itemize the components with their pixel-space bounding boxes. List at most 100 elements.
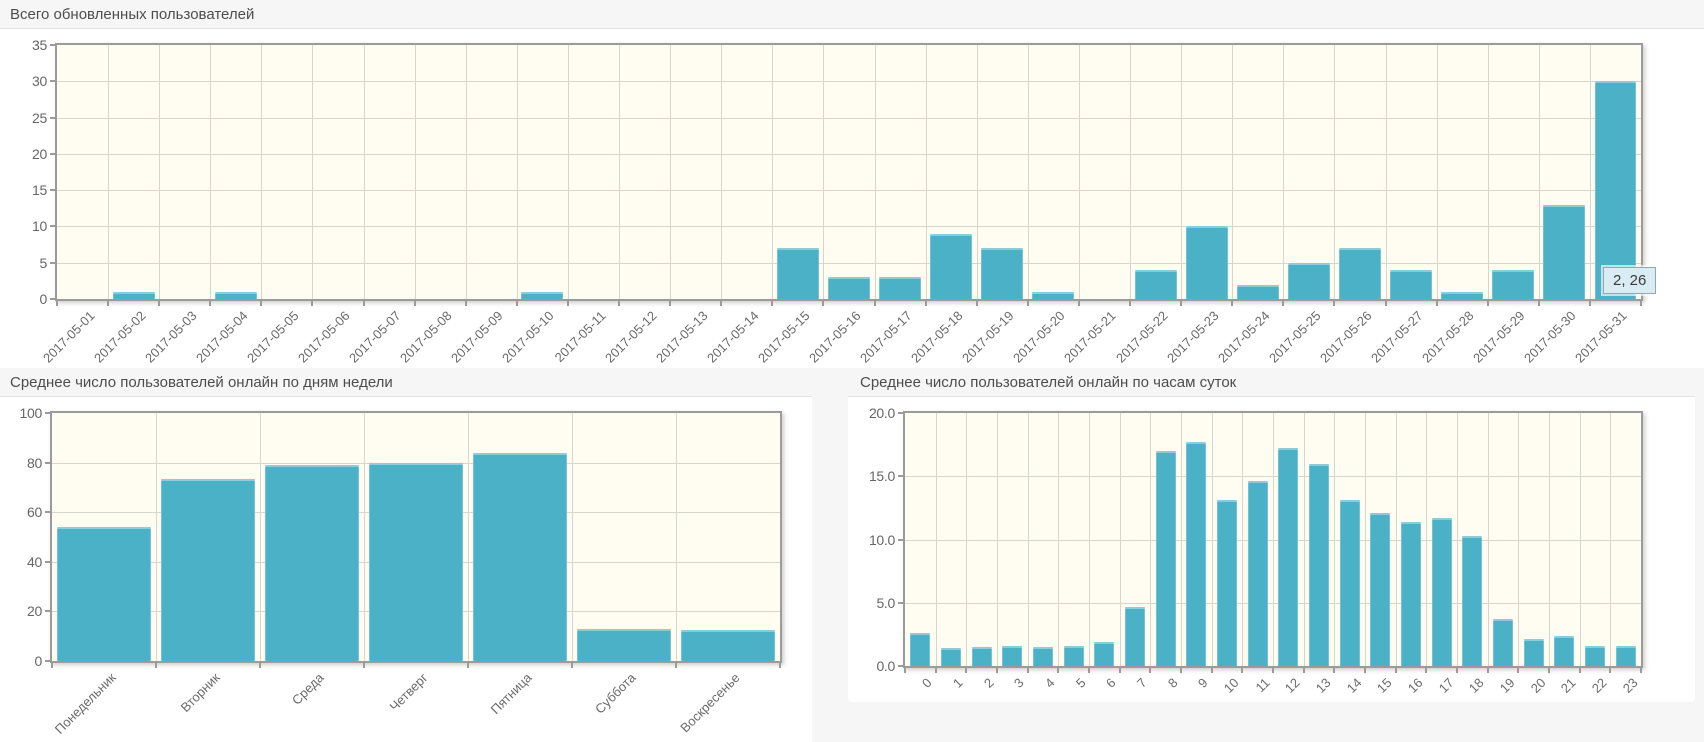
y-tick-label: 15.0 [868, 468, 895, 485]
x-tick-mark [260, 301, 263, 306]
bar-2017-05-20[interactable] [1032, 291, 1075, 299]
bar-2017-05-02[interactable] [112, 291, 155, 299]
bar-2017-05-24[interactable] [1236, 284, 1279, 299]
bar-Понедельник[interactable] [57, 527, 151, 661]
gridline-vertical [1538, 45, 1540, 299]
bar-10[interactable] [1216, 500, 1238, 666]
bar-2017-05-28[interactable] [1441, 291, 1484, 299]
bar-2017-05-04[interactable] [214, 291, 257, 299]
gridline-vertical [1058, 413, 1060, 666]
panel-header-online-by-hour: Среднее число пользователей онлайн по ча… [848, 368, 1695, 397]
bar-Четверг[interactable] [369, 462, 463, 661]
bar-2017-05-30[interactable] [1543, 204, 1586, 299]
bar-7[interactable] [1124, 606, 1146, 666]
x-tick-mark [924, 301, 927, 306]
bar-14[interactable] [1339, 500, 1360, 666]
bar-0[interactable] [910, 633, 931, 666]
bar-2[interactable] [971, 647, 992, 666]
y-tick-label: 30 [32, 73, 47, 90]
bar-12[interactable] [1278, 448, 1299, 666]
x-tick-mark [1486, 668, 1489, 673]
bar-17[interactable] [1431, 518, 1452, 666]
bar-11[interactable] [1247, 481, 1268, 666]
bar-2017-05-10[interactable] [521, 291, 564, 299]
gridline-vertical [1549, 413, 1550, 666]
y-tick-label: 5.0 [876, 594, 895, 611]
bar-Среда[interactable] [265, 465, 359, 661]
bar-21[interactable] [1554, 635, 1575, 666]
bar-2017-05-15[interactable] [776, 248, 819, 299]
y-tick-mark [50, 225, 55, 228]
panel-title: Всего обновленных пользователей [10, 5, 255, 23]
bar-4[interactable] [1032, 647, 1054, 666]
y-tick-label: 20.0 [868, 405, 895, 421]
x-tick-mark [873, 301, 876, 306]
x-tick-mark [904, 668, 906, 673]
bar-2017-05-16[interactable] [828, 277, 870, 299]
bar-Воскресенье[interactable] [681, 630, 775, 661]
bar-5[interactable] [1063, 645, 1084, 666]
bar-2017-05-27[interactable] [1390, 269, 1432, 299]
bar-8[interactable] [1155, 450, 1176, 666]
gridline-vertical [1150, 413, 1152, 666]
bar-1[interactable] [940, 648, 962, 666]
total-updated-users-chart: 0 5 10 15 20 25 30 35 2017-05-01 2017-05-02 2017-0… [0, 0, 1704, 368]
gridline-vertical [772, 45, 774, 299]
gridline-vertical [1283, 45, 1285, 299]
y-tick-label: 100 [19, 405, 43, 421]
bar-19[interactable] [1492, 619, 1514, 666]
y-tick-mark [50, 189, 55, 192]
bar-18[interactable] [1462, 535, 1483, 666]
x-tick-mark [56, 301, 58, 306]
y-tick-mark [898, 665, 903, 667]
y-tick-label: 5 [39, 254, 48, 271]
x-tick-mark [1537, 301, 1540, 306]
bar-2017-05-31[interactable] [1594, 81, 1637, 299]
bar-23[interactable] [1615, 645, 1636, 666]
x-tick-mark [975, 301, 978, 306]
bar-2017-05-23[interactable] [1185, 226, 1228, 299]
bar-2017-05-17[interactable] [879, 277, 922, 299]
gridline-vertical [1303, 413, 1305, 666]
x-tick-mark [311, 301, 314, 306]
panel-header-online-by-weekday: Среднее число пользователей онлайн по дн… [0, 368, 812, 397]
gridline-vertical [572, 413, 573, 661]
y-tick-mark [898, 538, 903, 541]
bar-2017-05-18[interactable] [930, 233, 973, 299]
bar-2017-05-26[interactable] [1339, 248, 1381, 299]
x-tick-mark [1333, 668, 1336, 673]
y-tick-mark [50, 261, 55, 264]
online-by-hour-chart: 0.0 5.0 10.0 15.0 20.0 0 1 2 3 4 5 6 7 8 9 10 11 12 13 14 15… [848, 368, 1695, 702]
bar-Суббота[interactable] [577, 628, 671, 661]
bar-13[interactable] [1308, 463, 1330, 666]
bar-2017-05-25[interactable] [1287, 262, 1330, 299]
gridline-horizontal [57, 190, 1641, 192]
x-tick-mark [1517, 668, 1520, 673]
bar-22[interactable] [1584, 645, 1606, 666]
x-tick-mark [1231, 301, 1234, 306]
bar-2017-05-22[interactable] [1134, 269, 1177, 299]
x-tick-mark [1548, 668, 1550, 673]
x-tick-mark [1302, 668, 1305, 673]
gridline-vertical [925, 45, 927, 299]
bar-2017-05-29[interactable] [1492, 269, 1535, 299]
gridline-horizontal [57, 81, 1641, 83]
x-tick-mark [51, 663, 53, 668]
bar-Пятница[interactable] [473, 452, 567, 661]
bar-16[interactable] [1400, 521, 1422, 666]
y-tick-mark [50, 116, 55, 119]
bar-6[interactable] [1094, 641, 1115, 666]
bar-15[interactable] [1370, 512, 1391, 666]
bar-Вторник[interactable] [161, 478, 255, 661]
x-tick-mark [822, 301, 825, 306]
x-tick-mark [209, 301, 212, 306]
y-tick-mark [898, 601, 903, 604]
y-tick-mark [45, 560, 50, 563]
bar-2017-05-19[interactable] [981, 248, 1024, 299]
bar-3[interactable] [1002, 645, 1023, 666]
x-tick-mark [1272, 668, 1274, 673]
bar-9[interactable] [1186, 442, 1207, 666]
x-tick-mark [1640, 301, 1642, 306]
bar-20[interactable] [1523, 639, 1544, 666]
x-tick-mark [155, 663, 157, 668]
